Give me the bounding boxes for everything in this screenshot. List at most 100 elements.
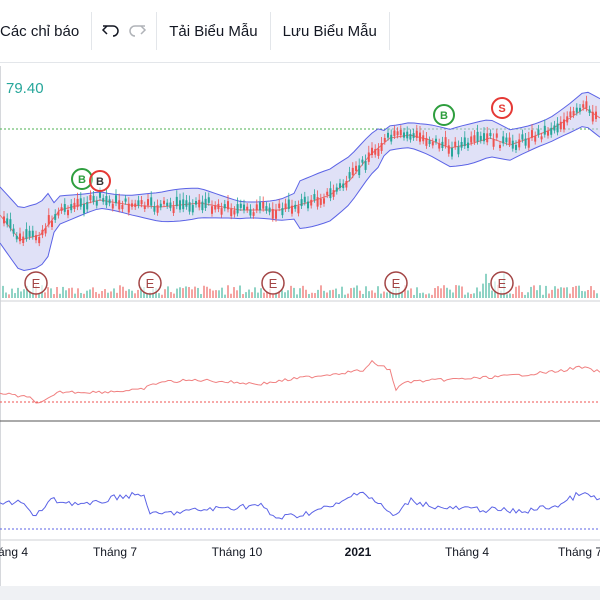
event-marker-label: E	[269, 276, 278, 291]
event-marker[interactable]	[384, 271, 408, 295]
volume-bar	[416, 287, 418, 298]
chart-area[interactable]	[0, 66, 600, 600]
indicators-button[interactable]: Các chỉ báo	[0, 22, 80, 40]
candle-body	[473, 135, 476, 142]
sell-marker[interactable]	[89, 170, 111, 192]
volume-bar	[50, 288, 52, 298]
volume-bar	[188, 287, 190, 298]
volume-bar	[578, 285, 580, 298]
volume-bar	[353, 287, 355, 298]
undo-icon[interactable]	[98, 12, 124, 50]
volume-bar	[245, 292, 247, 298]
candle-body	[134, 203, 137, 207]
volume-bar	[182, 288, 184, 298]
candle-body	[38, 236, 41, 244]
volume-bar	[233, 287, 235, 298]
candle-body	[268, 207, 271, 213]
volume-bar	[212, 290, 214, 298]
candle-body	[179, 200, 181, 210]
volume-bar	[146, 294, 148, 298]
event-marker[interactable]	[490, 271, 514, 295]
event-marker[interactable]	[261, 271, 285, 295]
load-template-button[interactable]: Tải Biểu Mẫu	[169, 22, 258, 40]
candle-body	[553, 125, 556, 131]
volume-bar	[89, 289, 91, 298]
candle-body	[588, 109, 591, 113]
volume-bar	[488, 282, 490, 298]
candle-body	[185, 200, 188, 207]
volume-bar	[413, 294, 415, 298]
redo-icon[interactable]	[124, 12, 150, 50]
candle-body	[374, 149, 377, 155]
volume-bar	[434, 288, 436, 298]
volume-bar	[344, 294, 346, 298]
candle-body	[483, 133, 485, 142]
candle-body	[457, 146, 460, 155]
candle-body	[118, 200, 121, 210]
candle-body	[595, 111, 597, 120]
volume-bar	[170, 292, 172, 298]
volume-bar	[482, 283, 484, 298]
volume-bar	[557, 288, 559, 298]
candle-body	[143, 205, 146, 210]
candle-body	[467, 142, 469, 149]
candle-body	[51, 220, 53, 227]
candle-body	[195, 201, 197, 205]
volume-bar	[587, 289, 589, 298]
candle-body	[489, 132, 492, 137]
candle-body	[220, 208, 223, 215]
volume-bar	[107, 292, 109, 298]
candle-body	[511, 140, 514, 149]
candle-body	[550, 127, 553, 135]
volume-bar	[5, 292, 7, 298]
volume-bar	[248, 289, 250, 298]
x-axis-tick-label: 2021	[345, 545, 372, 559]
sell-marker[interactable]	[491, 97, 513, 119]
volume-bar	[476, 287, 478, 298]
candle-body	[99, 192, 101, 198]
volume-bar	[560, 287, 562, 298]
candle-body	[159, 203, 162, 208]
candle-body	[419, 132, 421, 142]
toolbar-divider	[91, 12, 93, 50]
candle-body	[281, 208, 284, 216]
event-marker[interactable]	[24, 271, 48, 295]
candle-body	[380, 142, 383, 151]
volume-bar	[362, 293, 364, 298]
volume-bar	[425, 294, 427, 298]
volume-bar	[224, 294, 226, 298]
candle-body	[201, 201, 204, 211]
candle-body	[121, 204, 124, 210]
candle-body	[182, 199, 185, 210]
candle-body	[278, 203, 281, 209]
candle-body	[435, 138, 437, 142]
candle-body	[454, 141, 457, 147]
save-template-button[interactable]: Lưu Biểu Mẫu	[282, 22, 377, 40]
volume-bar	[359, 290, 361, 298]
volume-bar	[551, 289, 553, 298]
candle-body	[147, 199, 149, 206]
volume-bar	[134, 293, 136, 298]
event-marker[interactable]	[138, 271, 162, 295]
volume-bar	[464, 294, 466, 298]
buy-marker[interactable]	[71, 168, 93, 190]
candle-body	[537, 129, 540, 135]
candle-body	[383, 137, 386, 142]
volume-bar	[467, 292, 469, 298]
volume-bar	[506, 294, 508, 298]
buy-marker[interactable]	[433, 104, 455, 126]
candle-body	[563, 119, 565, 130]
volume-bar	[218, 290, 220, 298]
volume-bar	[281, 290, 283, 298]
volume-bar	[173, 293, 175, 298]
candle-body	[223, 204, 226, 209]
volume-bar	[194, 286, 196, 298]
candle-body	[172, 206, 175, 214]
candle-body	[275, 210, 277, 219]
candle-body	[358, 165, 361, 176]
candle-body	[534, 136, 537, 142]
volume-bar	[539, 285, 541, 298]
volume-bar	[326, 292, 328, 298]
candle-body	[335, 187, 338, 192]
